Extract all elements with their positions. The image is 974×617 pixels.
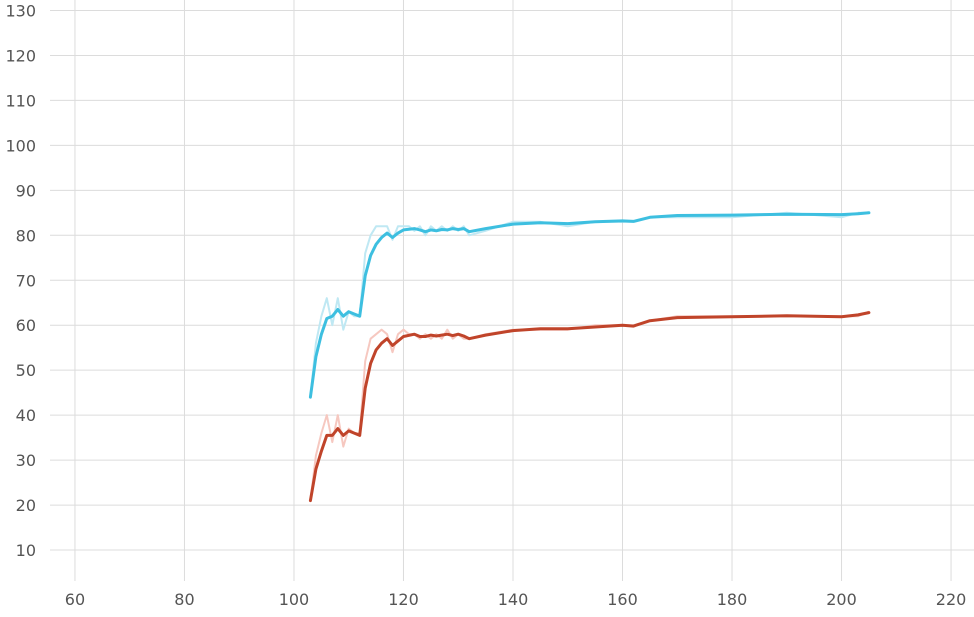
y-tick-label: 130	[5, 1, 36, 20]
raw-series-lines	[309, 211, 870, 501]
series-1-smoothed-line	[308, 211, 871, 399]
x-tick-label: 140	[498, 590, 529, 609]
x-tick-label: 100	[279, 590, 310, 609]
x-axis-tick-labels: 60 80 100 120 140 160 180 200 220	[65, 590, 967, 609]
grid-lines	[50, 0, 974, 581]
y-tick-label: 100	[5, 136, 36, 155]
y-tick-label: 30	[16, 451, 36, 470]
series-1-raw-line	[309, 211, 869, 398]
y-tick-label: 110	[5, 91, 36, 110]
x-tick-label: 80	[174, 590, 194, 609]
y-tick-label: 60	[16, 316, 36, 335]
x-tick-label: 180	[717, 590, 748, 609]
y-tick-label: 120	[5, 46, 36, 65]
x-tick-label: 200	[826, 590, 857, 609]
y-tick-label: 50	[16, 361, 36, 380]
y-tick-label: 90	[16, 181, 36, 200]
x-tick-label: 160	[607, 590, 638, 609]
x-tick-label: 120	[388, 590, 419, 609]
y-tick-label: 10	[16, 541, 36, 560]
y-tick-label: 80	[16, 226, 36, 245]
y-tick-label: 20	[16, 496, 36, 515]
y-tick-label: 40	[16, 406, 36, 425]
series-2-smoothed-line	[308, 311, 871, 503]
y-axis-tick-labels: 10 20 30 40 50 60 70 80 90 100 110 120 130	[5, 1, 36, 560]
series-2-raw-line	[309, 310, 870, 501]
x-tick-label: 220	[936, 590, 967, 609]
x-tick-label: 60	[65, 590, 85, 609]
smoothed-series-lines	[308, 211, 871, 503]
y-tick-label: 70	[16, 271, 36, 290]
